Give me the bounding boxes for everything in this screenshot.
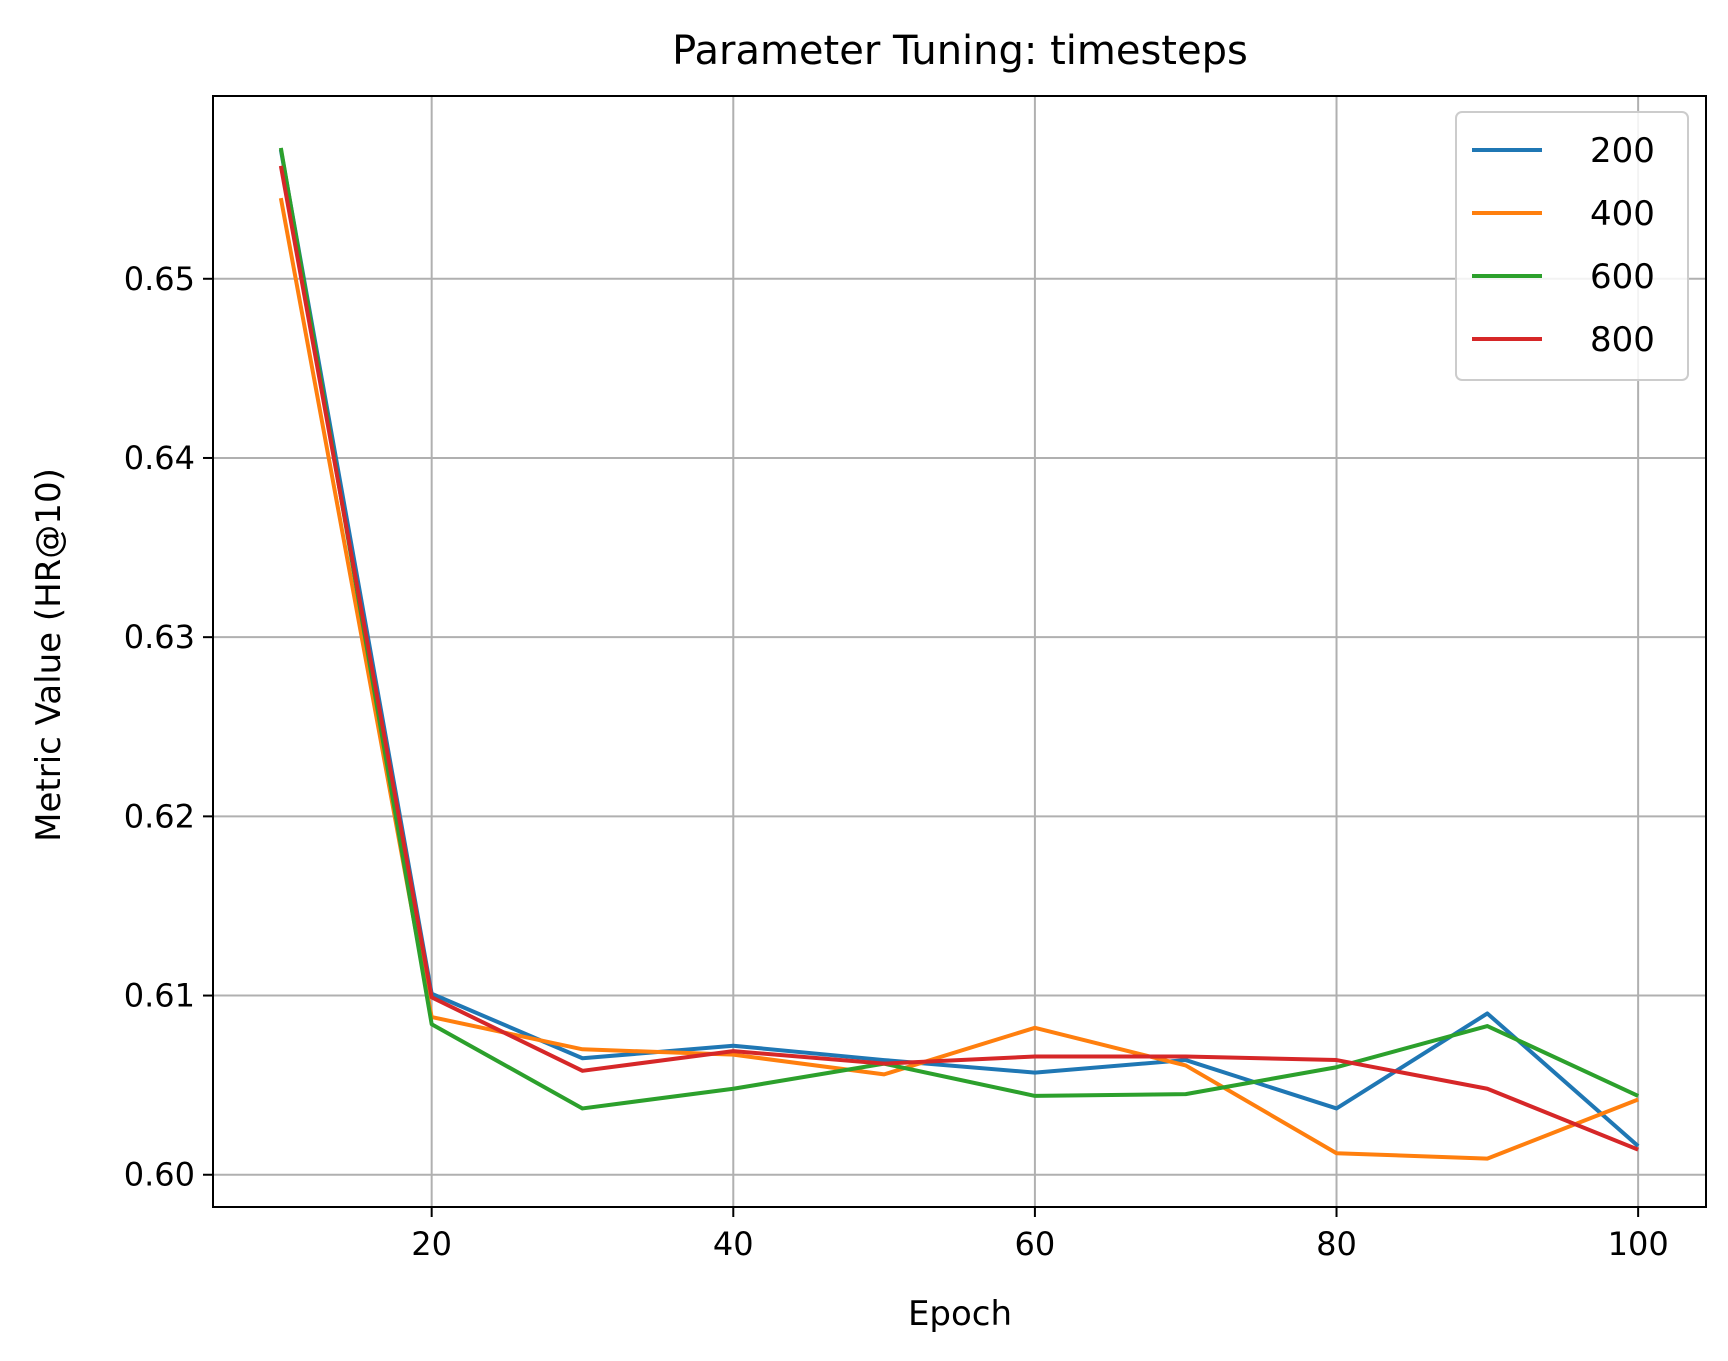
- y-tick-label: 0.63: [124, 618, 195, 656]
- y-tick-label: 0.62: [124, 797, 195, 835]
- y-tick-label: 0.64: [124, 439, 195, 477]
- x-tick-label: 20: [411, 1225, 452, 1263]
- series-line-600: [278, 147, 1639, 1111]
- y-tick-label: 0.61: [124, 977, 195, 1015]
- y-axis-label: Metric Value (HR@10): [29, 468, 69, 842]
- chart-title: Parameter Tuning: timesteps: [672, 28, 1248, 74]
- y-axis: 0.60 0.61 0.62 0.63 0.64 0.65: [124, 260, 213, 1194]
- legend-label-600: 600: [1590, 257, 1655, 297]
- x-tick-label: 100: [1608, 1225, 1669, 1263]
- series-line-200: [278, 149, 1640, 1148]
- x-axis-label: Epoch: [908, 1294, 1012, 1334]
- plot-frame: [212, 95, 1707, 1208]
- legend-label-400: 400: [1590, 194, 1655, 234]
- x-tick-label: 80: [1316, 1225, 1357, 1263]
- y-tick-label: 0.60: [124, 1156, 195, 1194]
- x-tick-label: 40: [713, 1225, 754, 1263]
- legend-label-800: 800: [1590, 320, 1655, 360]
- y-tick-label: 0.65: [124, 260, 195, 298]
- legend-box: [1455, 111, 1689, 381]
- x-axis: 20 40 60 80 100: [411, 1207, 1669, 1263]
- legend-label-200: 200: [1590, 131, 1655, 171]
- series-lines: [278, 147, 1640, 1161]
- x-tick-label: 60: [1015, 1225, 1056, 1263]
- legend: 200 400 600 800: [1455, 111, 1689, 381]
- series-line-800: [278, 165, 1639, 1152]
